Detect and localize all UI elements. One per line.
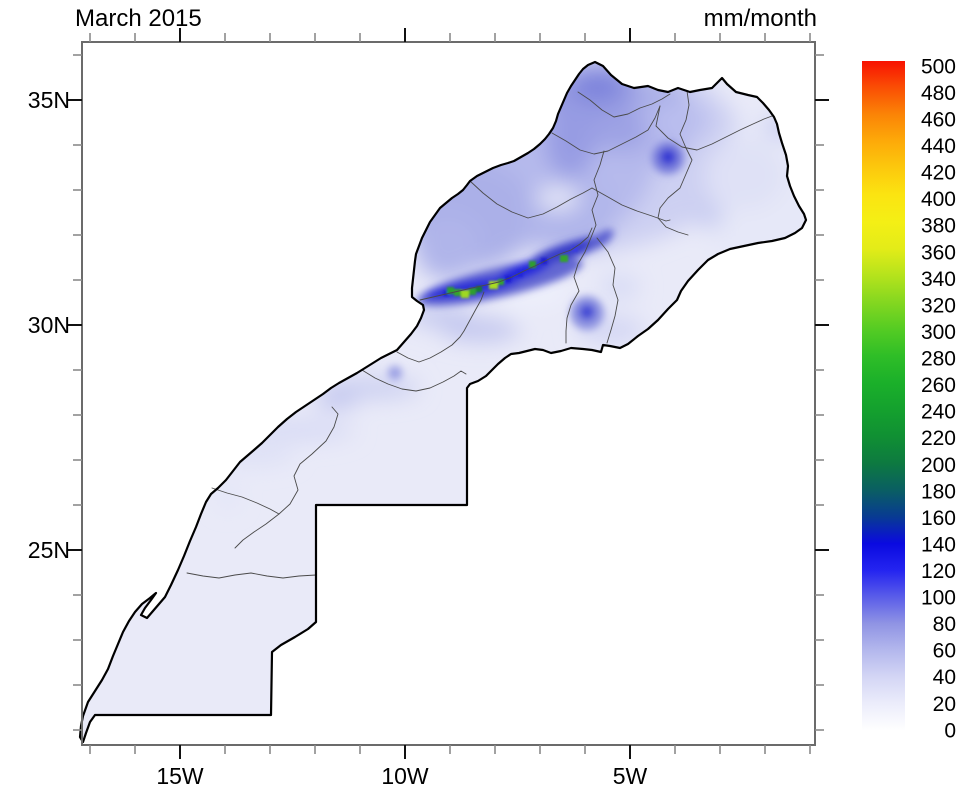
colorbar-tick-label: 120 (921, 560, 956, 583)
colorbar-tick-label: 20 (933, 693, 956, 716)
colorbar-tick-label: 320 (921, 294, 956, 317)
colorbar-tick-label: 480 (921, 82, 956, 105)
admin-boundaries (186, 90, 773, 579)
title-right: mm/month (704, 5, 817, 32)
colorbar-tick-label: 220 (921, 427, 956, 450)
title-left: March 2015 (75, 5, 202, 32)
x-axis-label: 10W (381, 763, 429, 789)
colorbar-tick-label: 340 (921, 268, 956, 291)
y-axis-label: 30N (28, 312, 70, 338)
colorbar-tick-label: 380 (921, 215, 956, 238)
colorbar-tick-label: 300 (921, 321, 956, 344)
colorbar-tick-label: 420 (921, 162, 956, 185)
x-axis-label: 5W (613, 763, 648, 789)
colorbar-tick-label: 200 (921, 454, 956, 477)
colorbar-tick-label: 80 (933, 613, 956, 636)
colorbar: 5004804604404204003803603403203002802602… (862, 55, 956, 742)
colorbar-tick-label: 500 (921, 55, 956, 78)
colorbar-tick-label: 160 (921, 507, 956, 530)
axes-layer: 15W 10W 5W 25N 30N 35N (28, 28, 829, 789)
colorbar-tick-label: 460 (921, 108, 956, 131)
colorbar-tick-label: 140 (921, 533, 956, 556)
colorbar-tick-label: 280 (921, 348, 956, 371)
colorbar-tick-label: 0 (944, 719, 956, 742)
axis-tick-labels: 15W 10W 5W 25N 30N 35N (28, 87, 648, 789)
colorbar-tick-label: 240 (921, 401, 956, 424)
y-axis-label: 35N (28, 87, 70, 113)
colorbar-tick-label: 260 (921, 374, 956, 397)
colorbar-gradient-bar (862, 61, 905, 731)
y-axis-label: 25N (28, 537, 70, 563)
colorbar-tick-label: 180 (921, 480, 956, 503)
colorbar-labels: 5004804604404204003803603403203002802602… (921, 55, 956, 742)
colorbar-tick-label: 60 (933, 640, 956, 663)
colorbar-tick-label: 100 (921, 587, 956, 610)
x-axis-label: 15W (156, 763, 204, 789)
colorbar-tick-label: 40 (933, 666, 956, 689)
plot-box (81, 41, 816, 746)
colorbar-tick-label: 400 (921, 188, 956, 211)
axis-ticks (68, 28, 829, 759)
colorbar-tick-label: 360 (921, 241, 956, 264)
colorbar-tick-label: 440 (921, 135, 956, 158)
